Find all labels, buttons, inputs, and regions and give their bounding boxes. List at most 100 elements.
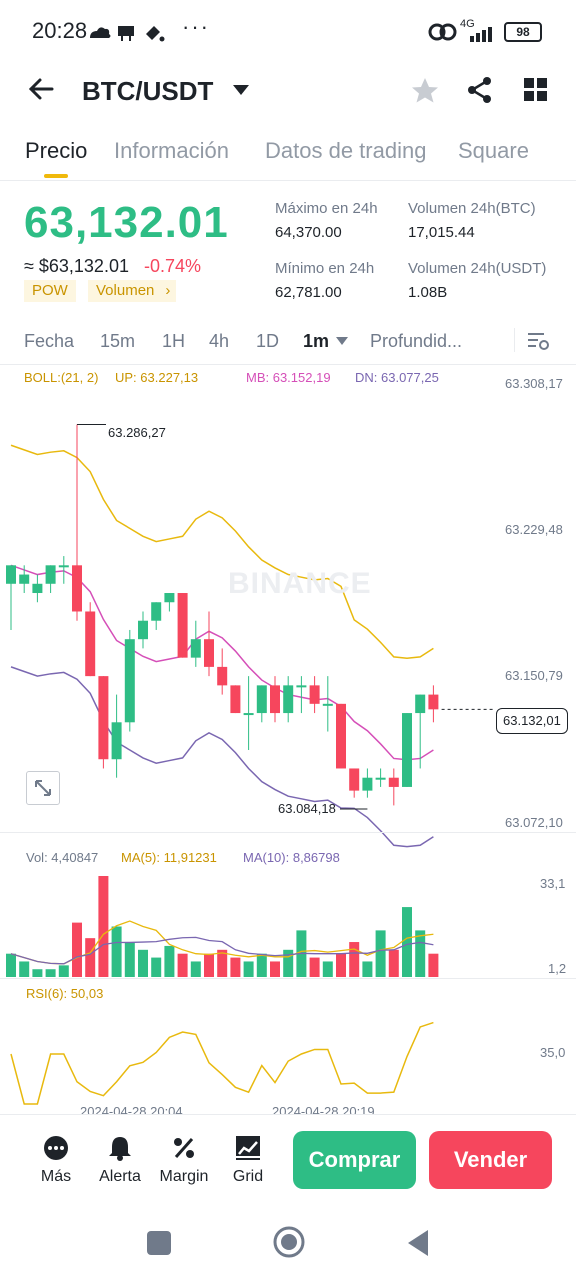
interval-4h[interactable]: 4h xyxy=(209,331,230,351)
vol-btc-label: Volumen 24h(BTC) xyxy=(408,200,536,217)
bell-icon xyxy=(109,1137,131,1161)
sell-button[interactable]: Vender xyxy=(429,1131,552,1189)
candle-body xyxy=(177,593,188,658)
tab-precio[interactable]: Precio xyxy=(25,138,88,163)
candle-body xyxy=(322,703,333,706)
volume-bar xyxy=(32,969,43,977)
boll-up-line xyxy=(10,444,434,659)
more-notifications-icon: ··· xyxy=(182,14,210,39)
candlestick-chart[interactable] xyxy=(0,364,576,1124)
interval-15m[interactable]: 15m xyxy=(100,331,136,351)
alert-button[interactable]: Alerta xyxy=(80,1134,160,1190)
back-nav-button[interactable] xyxy=(406,1229,430,1257)
boll-up-label: UP: 63.227,13 xyxy=(115,370,199,385)
interval-caret-icon[interactable] xyxy=(336,337,348,345)
home-button[interactable] xyxy=(272,1225,306,1259)
volume-bar xyxy=(230,957,241,977)
boll-dn-line xyxy=(10,666,434,848)
volume-ma10-line xyxy=(10,936,434,965)
candle-body xyxy=(111,722,122,760)
interval-1m[interactable]: 1m xyxy=(303,331,330,351)
vol-usdt-value: 1.08B xyxy=(408,284,448,301)
last-price: 63,132.01 xyxy=(24,198,229,247)
grid-layout-icon[interactable] xyxy=(524,78,548,102)
caret-down-icon[interactable] xyxy=(232,84,250,96)
interval-divider xyxy=(514,328,515,352)
candle-body xyxy=(375,777,386,780)
alert-label: Alerta xyxy=(99,1168,141,1185)
axis-label-bottom: 63.072,10 xyxy=(505,815,563,830)
low-marker-label: 63.084,18 xyxy=(278,801,336,816)
volume-tag[interactable]: Volumen › xyxy=(88,280,177,302)
interval-1d[interactable]: 1D xyxy=(256,331,280,351)
volume-bar xyxy=(177,953,188,977)
boll-dn-label: DN: 63.077,25 xyxy=(355,370,439,385)
high-value: 64,370.00 xyxy=(275,224,342,241)
vol-btc-value: 17,015.44 xyxy=(408,224,475,241)
high-label: Máximo en 24h xyxy=(275,200,378,217)
margin-button[interactable]: Margin xyxy=(144,1134,224,1190)
interval-1h[interactable]: 1H xyxy=(162,331,186,351)
candle-body xyxy=(72,565,82,612)
grid-button[interactable]: Grid xyxy=(208,1134,288,1190)
tab-square[interactable]: Square xyxy=(458,138,529,163)
candle-body xyxy=(349,768,360,791)
share-icon[interactable] xyxy=(466,76,494,104)
low-value: 62,781.00 xyxy=(275,284,342,301)
candle-body xyxy=(256,685,267,714)
volume-bar xyxy=(111,926,122,977)
tab-datos-trading[interactable]: Datos de trading xyxy=(265,138,427,163)
candle-body xyxy=(204,639,214,667)
interval-depth[interactable]: Profundid... xyxy=(370,331,463,351)
more-button[interactable]: Más xyxy=(16,1134,96,1190)
volume-bar xyxy=(402,907,412,977)
margin-label: Margin xyxy=(159,1168,209,1185)
boll-label: BOLL:(21, 2) xyxy=(24,370,99,385)
pair-title[interactable]: BTC/USDT xyxy=(82,76,214,106)
interval-fecha[interactable]: Fecha xyxy=(24,331,75,351)
volume-bar xyxy=(138,949,148,977)
volume-bar xyxy=(72,922,82,977)
volume-bar xyxy=(243,961,254,977)
tab-informacion[interactable]: Información xyxy=(114,138,229,163)
candle-body xyxy=(164,593,175,603)
volume-bar xyxy=(309,957,320,977)
low-label: Mínimo en 24h xyxy=(275,260,375,277)
candle-body xyxy=(243,713,254,716)
volume-rsi-divider xyxy=(0,978,576,979)
candle-body xyxy=(362,777,373,791)
candle-body xyxy=(98,676,109,760)
ma5-label: MA(5): 11,91231 xyxy=(121,850,217,865)
candle-body xyxy=(270,685,280,714)
star-icon[interactable] xyxy=(410,76,440,104)
candle-body xyxy=(415,694,426,714)
status-bar: 20:28 ··· 4G 98 xyxy=(0,0,576,60)
volume-bar xyxy=(270,961,280,977)
volume-bar xyxy=(388,949,399,977)
pow-tag[interactable]: POW xyxy=(24,280,76,302)
signal-icon xyxy=(470,27,492,42)
volume-bar xyxy=(124,942,135,977)
volume-bar xyxy=(217,949,228,977)
status-icons xyxy=(90,26,165,42)
expand-chart-button[interactable] xyxy=(26,771,60,805)
candle-body xyxy=(6,565,16,584)
grid-label: Grid xyxy=(232,1168,264,1185)
price-change: -0.74% xyxy=(144,256,202,276)
back-arrow-icon[interactable] xyxy=(26,74,56,112)
candle-body xyxy=(190,639,201,658)
recent-apps-button[interactable] xyxy=(147,1231,171,1255)
candle-body xyxy=(32,583,43,594)
binance-watermark: BINANCE xyxy=(228,567,372,600)
high-marker-label: 63.286,27 xyxy=(108,425,166,440)
candle-body xyxy=(85,611,96,677)
volume-bar xyxy=(45,969,56,977)
volume-bar xyxy=(19,961,30,977)
volume-bar xyxy=(349,942,360,977)
chart-volume-divider xyxy=(0,832,576,833)
chart-settings-icon[interactable] xyxy=(528,330,550,352)
candle-body xyxy=(138,620,148,640)
volume-bar xyxy=(375,930,386,977)
status-time: 20:28 xyxy=(32,18,88,43)
buy-button[interactable]: Comprar xyxy=(293,1131,416,1189)
